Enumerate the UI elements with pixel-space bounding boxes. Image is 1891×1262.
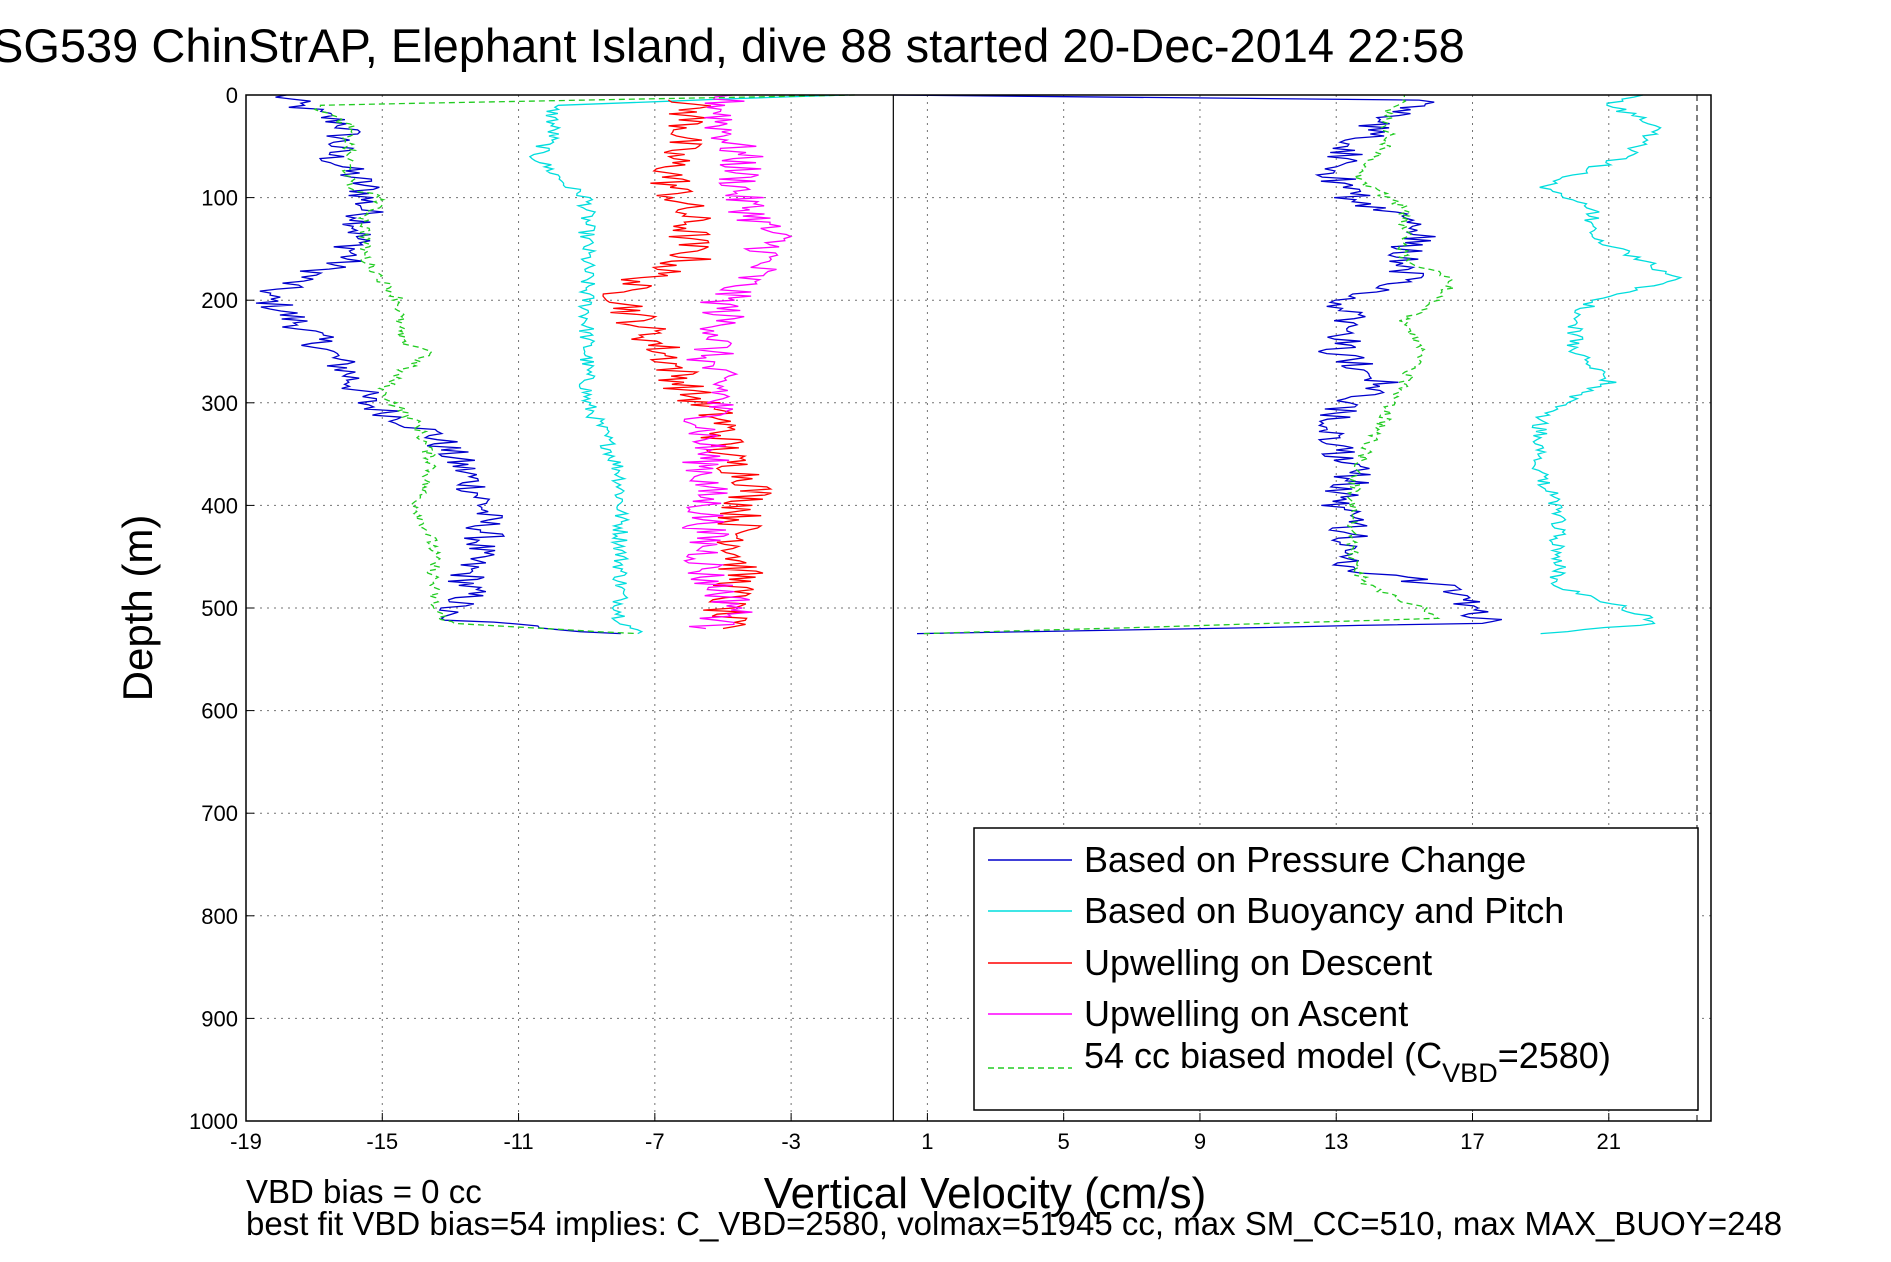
legend-box xyxy=(973,827,1699,1111)
x-ticks: -19 -15 -11 -7 -3 1 5 9 13 17 21 xyxy=(230,1113,1621,1154)
x-tick-label: -19 xyxy=(230,1129,262,1154)
series-line-3-descent xyxy=(681,94,793,630)
series-line-0-descent xyxy=(255,94,621,635)
y-tick-label: 900 xyxy=(201,1006,238,1031)
legend-label-upwelling-descent: Upwelling on Descent xyxy=(1084,942,1432,983)
y-tick-label: 600 xyxy=(201,699,238,724)
x-tick-label: -11 xyxy=(503,1129,533,1154)
series-layer xyxy=(255,94,1683,635)
x-tick-label: -7 xyxy=(645,1129,665,1154)
y-tick-label: 0 xyxy=(226,83,238,108)
x-tick-label: -3 xyxy=(781,1129,801,1154)
y-tick-label: 800 xyxy=(201,904,238,929)
legend-label-pressure: Based on Pressure Change xyxy=(1084,839,1526,880)
y-tick-label: 400 xyxy=(201,493,238,518)
y-tick-label: 300 xyxy=(201,391,238,416)
series-line-2-descent xyxy=(602,99,773,630)
legend-label-biased-model-sub: VBD xyxy=(1442,1058,1498,1088)
series-line-4-ascent xyxy=(923,94,1455,635)
x-tick-label: 13 xyxy=(1324,1129,1348,1154)
x-tick-label: 1 xyxy=(921,1129,933,1154)
y-tick-label: 200 xyxy=(201,288,238,313)
footer-best-fit: best fit VBD bias=54 implies: C_VBD=2580… xyxy=(246,1205,1782,1242)
x-tick-label: 5 xyxy=(1058,1129,1070,1154)
legend: Based on Pressure Change Based on Buoyan… xyxy=(973,827,1699,1111)
legend-label-biased-model-main: 54 cc biased model (C xyxy=(1084,1035,1442,1076)
x-tick-label: 17 xyxy=(1460,1129,1484,1154)
series-line-0-ascent xyxy=(893,94,1503,635)
legend-label-upwelling-ascent: Upwelling on Ascent xyxy=(1084,993,1408,1034)
x-tick-label: -15 xyxy=(366,1129,398,1154)
y-tick-label: 500 xyxy=(201,596,238,621)
series-line-1-ascent xyxy=(1531,94,1683,635)
x-tick-label: 21 xyxy=(1597,1129,1621,1154)
footer-vbd-bias: VBD bias = 0 cc xyxy=(246,1173,482,1210)
chart-title: SG539 ChinStrAP, Elephant Island, dive 8… xyxy=(0,19,1465,72)
legend-label-biased-model-tail: =2580) xyxy=(1498,1035,1611,1076)
y-tick-label: 1000 xyxy=(189,1109,238,1134)
legend-label-buoyancy: Based on Buoyancy and Pitch xyxy=(1084,890,1564,931)
x-axis-label: Vertical Velocity (cm/s) xyxy=(764,1169,1207,1218)
y-ticks: 0 100 200 300 400 500 600 700 800 900 1000 xyxy=(189,83,254,1134)
x-tick-label: 9 xyxy=(1194,1129,1206,1154)
y-axis-label: Depth (m) xyxy=(114,515,161,702)
series-line-4-descent xyxy=(312,94,855,635)
series-line-1-descent xyxy=(528,94,849,635)
y-tick-label: 100 xyxy=(201,186,238,211)
legend-label-biased-model: 54 cc biased model (CVBD=2580) xyxy=(1084,1035,1611,1088)
y-tick-label: 700 xyxy=(201,801,238,826)
